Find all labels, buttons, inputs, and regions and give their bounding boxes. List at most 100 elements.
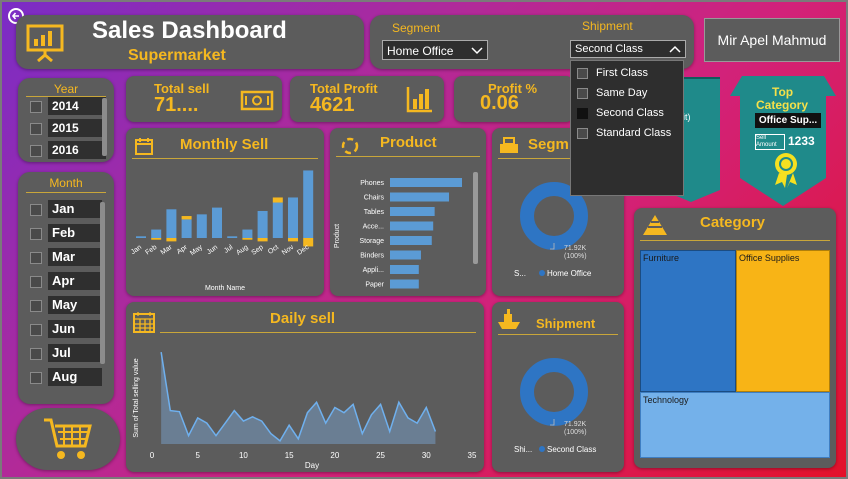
- calendar-icon: [135, 138, 153, 155]
- checkbox[interactable]: [30, 123, 42, 135]
- monthly-bar-overlay: [166, 238, 177, 242]
- product-bar: [390, 221, 434, 231]
- monthly-sell-panel: Monthly Sell Jan Feb Mar Apr May Jun Jul Aug Sep…: [126, 128, 324, 296]
- donut-leader-line: [550, 243, 555, 250]
- monthly-tick-label: Feb: [144, 244, 158, 257]
- product-scrollbar[interactable]: [473, 172, 478, 264]
- shipment-option-label: Second Class: [596, 107, 664, 119]
- author-badge: Mir Apel Mahmud: [704, 18, 840, 62]
- daily-line: [160, 352, 437, 442]
- money-icon: [240, 90, 274, 111]
- year-label: 2016: [48, 141, 106, 159]
- daily-sell-title: Daily sell: [270, 310, 336, 327]
- total-profit-label: Total Profit: [310, 81, 378, 96]
- product-bar: [390, 192, 450, 202]
- checkbox[interactable]: [30, 204, 42, 216]
- year-slicer-title: Year: [53, 82, 79, 96]
- top-category-title2: Category: [756, 98, 809, 112]
- product-bar: [390, 265, 419, 274]
- product-panel: Product Phones Chairs Tables Acce... Storage…: [330, 128, 486, 296]
- donut-legend-marker: [539, 270, 545, 276]
- monthly-bar: [303, 170, 314, 238]
- shipment-option[interactable]: First Class: [577, 63, 648, 83]
- shipment-option-label: First Class: [596, 67, 648, 79]
- donut-value-label: 71.92K: [564, 421, 587, 428]
- shipment-option[interactable]: Standard Class: [577, 123, 671, 143]
- product-bar: [390, 279, 419, 289]
- year-scrollbar[interactable]: [102, 98, 107, 156]
- donut-legend-label: Second Class: [547, 445, 596, 454]
- checkbox[interactable]: [577, 87, 588, 99]
- monthly-bar: [151, 229, 162, 238]
- profit-pct-value: 0.06: [480, 92, 519, 114]
- monthly-bar-overlay: [288, 238, 298, 242]
- shipment-dropdown[interactable]: Second Class: [570, 40, 686, 58]
- shipment-option[interactable]: Same Day: [577, 83, 647, 103]
- checkbox[interactable]: [30, 228, 42, 240]
- checkbox[interactable]: [30, 372, 42, 384]
- checkbox[interactable]: [577, 67, 588, 79]
- shipment-option-label: Same Day: [596, 87, 648, 99]
- monthly-tick-label: Apr: [176, 244, 189, 256]
- monthly-tick-label: Oct: [267, 244, 280, 256]
- product-tick-label: Storage: [359, 238, 384, 245]
- treemap-office-supplies[interactable]: Office Supplies: [736, 250, 830, 392]
- presentation-chart-icon: [26, 24, 64, 63]
- monthly-bar-overlay: [272, 197, 283, 203]
- monthly-bar: [212, 207, 222, 238]
- product-tick-label: Paper: [365, 282, 384, 289]
- checkbox[interactable]: [30, 145, 42, 157]
- segment-dropdown[interactable]: Home Office: [382, 40, 488, 60]
- product-ylabel: Product: [334, 224, 341, 248]
- daily-ylabel: Sum of Total selling value: [133, 358, 140, 437]
- segment-label: Segment: [392, 21, 441, 35]
- shipment-donut-chart: 71.92K(100%) Shi... Second Class: [514, 358, 596, 454]
- checkbox[interactable]: [30, 252, 42, 264]
- checkbox[interactable]: [30, 300, 42, 312]
- monthly-tick-label: Jul: [223, 244, 235, 255]
- checkbox[interactable]: [30, 324, 42, 336]
- product-tick-label: Tables: [364, 209, 385, 216]
- month-label: Apr: [48, 272, 102, 290]
- month-label: May: [48, 296, 102, 314]
- checkbox[interactable]: [30, 348, 42, 360]
- shopping-cart-icon[interactable]: [42, 416, 92, 462]
- product-tick-label: Acce...: [363, 224, 384, 231]
- donut-slice: [520, 182, 588, 250]
- back-arrow-icon: [11, 12, 19, 20]
- top-category-ribbon-icon: [730, 76, 836, 206]
- monthly-bar-overlay: [303, 238, 314, 247]
- month-label: Feb: [48, 224, 102, 242]
- monthly-bar: [196, 214, 207, 238]
- donut-value-label: 71.92K: [564, 245, 587, 252]
- monthly-tick-label: Nov: [281, 244, 296, 257]
- shipment-label: Shipment: [582, 19, 633, 33]
- chevron-down-icon: [471, 47, 483, 55]
- treemap-technology[interactable]: Technology: [640, 392, 830, 458]
- ribbon-partial-line2: nit): [678, 112, 691, 122]
- year-label: 2014: [48, 97, 106, 115]
- checkbox[interactable]: [577, 127, 588, 139]
- daily-tick-label: 5: [195, 451, 200, 460]
- category-title: Category: [700, 214, 766, 231]
- top-category-name: Office Sup...: [755, 113, 821, 128]
- product-bar: [390, 178, 462, 187]
- checkbox[interactable]: [577, 107, 588, 119]
- month-scrollbar[interactable]: [100, 202, 105, 364]
- product-tick-label: Phones: [360, 180, 384, 187]
- checkbox[interactable]: [30, 101, 42, 113]
- donut-legend-label: Home Office: [547, 269, 592, 278]
- monthly-bar-overlay: [151, 238, 162, 240]
- daily-tick-label: 25: [376, 451, 385, 460]
- daily-sell-chart: 0 5 10 15 20 25 30 35 Day Sum of Total selling va…: [133, 352, 477, 470]
- monthly-bar: [181, 219, 192, 238]
- year-label: 2015: [48, 119, 106, 137]
- treemap-label-furniture: Furniture: [643, 253, 680, 263]
- shipment-option[interactable]: Second Class: [577, 103, 664, 123]
- monthly-bar: [257, 210, 268, 238]
- kpi-profit-pct: Profit % 0.06: [454, 76, 574, 122]
- checkbox[interactable]: [30, 276, 42, 288]
- treemap-furniture[interactable]: Furniture: [640, 250, 736, 392]
- monthly-tick-label: Mar: [160, 244, 174, 257]
- monthly-bar: [227, 236, 238, 238]
